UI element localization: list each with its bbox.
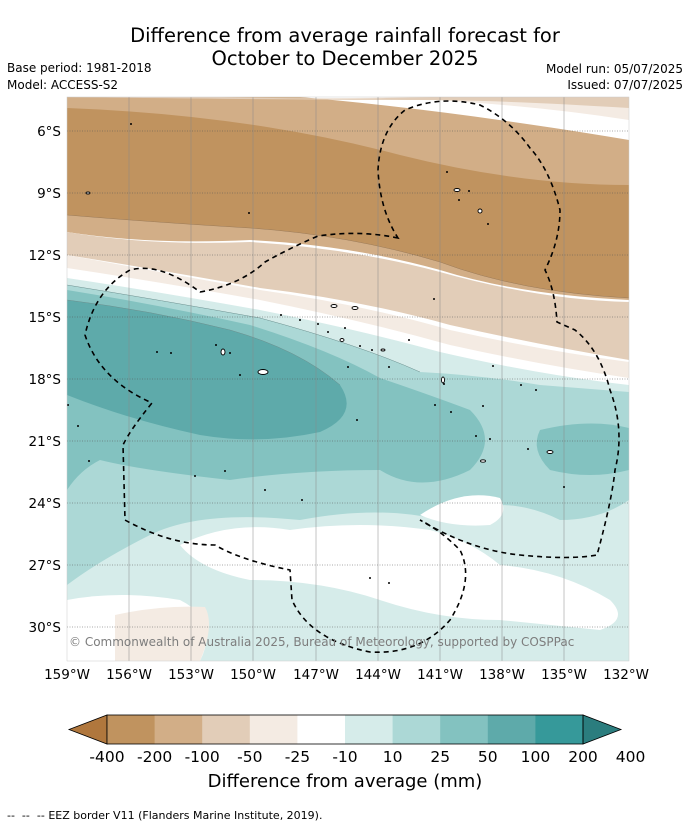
model-label: Model: ACCESS-S2 bbox=[7, 78, 119, 92]
copyright-notice: © Commonwealth of Australia 2025, Bureau… bbox=[69, 635, 574, 649]
colorbar-arrow-left bbox=[67, 714, 108, 745]
lat-label: 27°S bbox=[29, 558, 62, 574]
lon-label: 138°W bbox=[479, 667, 525, 683]
colorbar-tick-label: -25 bbox=[285, 748, 310, 766]
lon-label: 147°W bbox=[293, 667, 339, 683]
island-dots bbox=[67, 123, 565, 584]
colorbar-tick-label: -400 bbox=[89, 748, 124, 766]
lat-label: 30°S bbox=[29, 620, 62, 636]
model-run-label: Model run: 05/07/2025 bbox=[545, 62, 683, 76]
lon-label: 141°W bbox=[417, 667, 463, 683]
rainfall-contours bbox=[67, 97, 629, 661]
colorbar-segment bbox=[487, 715, 536, 744]
colorbar bbox=[67, 714, 623, 745]
colorbar-segment bbox=[345, 715, 394, 744]
eez-dash-symbol: -- -- -- bbox=[7, 809, 49, 822]
colorbar-frame bbox=[106, 714, 584, 745]
colorbar-tick-label: -10 bbox=[332, 748, 357, 766]
base-period-label: Base period: 1981-2018 bbox=[7, 61, 152, 75]
eez-border-line bbox=[84, 100, 620, 654]
colorbar-segment bbox=[535, 715, 584, 744]
lon-label: 150°W bbox=[230, 667, 276, 683]
colorbar-tick-label: -100 bbox=[185, 748, 220, 766]
longitude-labels: 159°W 156°W 153°W 150°W 147°W 144°W 141°… bbox=[44, 667, 649, 683]
map-gridlines bbox=[67, 97, 629, 661]
eez-legend: -- -- -- EEZ border V11 (Flanders Marine… bbox=[7, 809, 322, 822]
lat-label: 15°S bbox=[29, 310, 62, 326]
lon-label: 132°W bbox=[603, 667, 649, 683]
lat-label: 24°S bbox=[29, 496, 62, 512]
island-outlines bbox=[85, 188, 554, 463]
lat-label: 18°S bbox=[29, 372, 62, 388]
colorbar-tick-label: 25 bbox=[430, 748, 450, 766]
colorbar-tick-label: 400 bbox=[616, 748, 646, 766]
lat-label: 6°S bbox=[37, 124, 61, 140]
lon-label: 159°W bbox=[44, 667, 90, 683]
colorbar-tick-label: 100 bbox=[521, 748, 551, 766]
colorbar-tick-label: 10 bbox=[383, 748, 403, 766]
latitude-labels: 6°S 9°S 12°S 15°S 18°S 21°S 24°S 27°S 30… bbox=[29, 124, 62, 636]
lat-label: 21°S bbox=[29, 434, 62, 450]
colorbar-tick-label: -50 bbox=[237, 748, 262, 766]
colorbar-tick-label: -200 bbox=[137, 748, 172, 766]
colorbar-tick-label: 200 bbox=[568, 748, 598, 766]
colorbar-segment bbox=[297, 715, 346, 744]
map-title-line2: October to December 2025 bbox=[211, 47, 479, 70]
colorbar-segment bbox=[249, 715, 298, 744]
lat-label: 12°S bbox=[29, 248, 62, 264]
colorbar-labels: -400 -200 -100 -50 -25 -10 10 25 50 100 200 400 bbox=[89, 748, 645, 766]
colorbar-segment bbox=[440, 715, 489, 744]
lat-label: 9°S bbox=[37, 186, 61, 202]
colorbar-segment bbox=[392, 715, 441, 744]
map-title-line1: Difference from average rainfall forecas… bbox=[130, 24, 560, 47]
colorbar-segment bbox=[107, 715, 156, 744]
colorbar-segment bbox=[154, 715, 203, 744]
lon-label: 153°W bbox=[168, 667, 214, 683]
colorbar-title: Difference from average (mm) bbox=[207, 771, 483, 792]
colorbar-tick-label: 50 bbox=[478, 748, 498, 766]
colorbar-arrow-right bbox=[582, 714, 623, 745]
lon-label: 144°W bbox=[355, 667, 401, 683]
eez-legend-label: EEZ border V11 (Flanders Marine Institut… bbox=[48, 809, 323, 822]
issued-label: Issued: 07/07/2025 bbox=[567, 78, 683, 92]
lon-label: 135°W bbox=[541, 667, 587, 683]
lon-label: 156°W bbox=[106, 667, 152, 683]
colorbar-segment bbox=[202, 715, 251, 744]
